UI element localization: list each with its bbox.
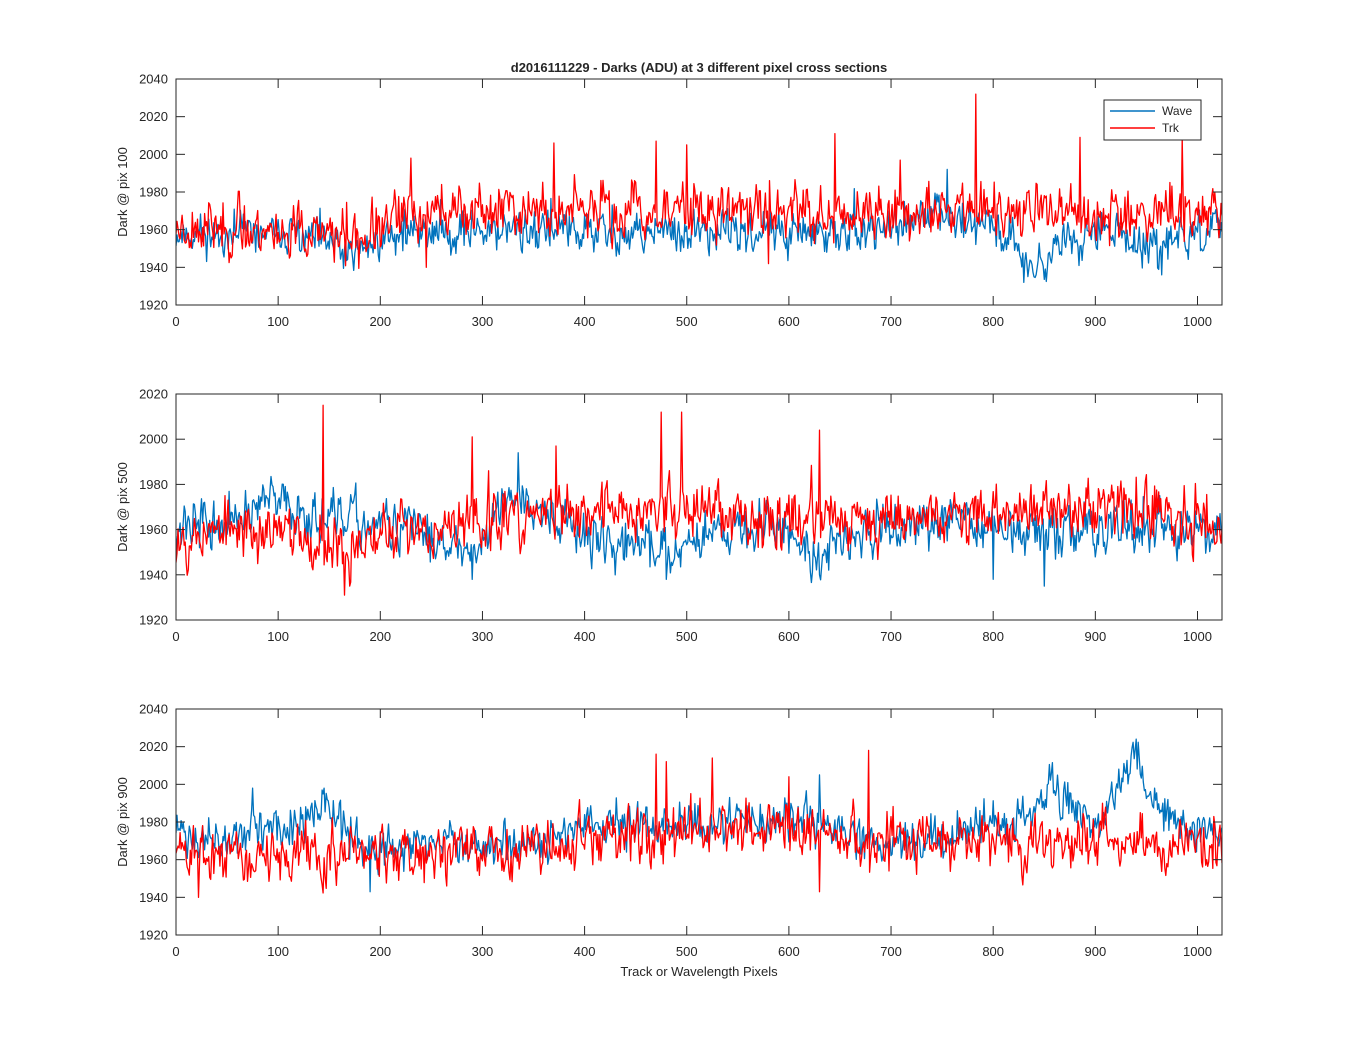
y-tick-label: 2020 (139, 109, 168, 124)
x-tick-label: 900 (1084, 314, 1106, 329)
x-tick-label: 200 (369, 944, 391, 959)
legend-trk-label: Trk (1162, 121, 1180, 135)
x-tick-label: 200 (369, 314, 391, 329)
x-tick-label: 700 (880, 629, 902, 644)
x-tick-label: 600 (778, 629, 800, 644)
y-tick-label: 1980 (139, 815, 168, 830)
x-tick-label: 800 (982, 944, 1004, 959)
x-tick-label: 900 (1084, 944, 1106, 959)
series-group (176, 404, 1222, 596)
figure-title: d2016111229 - Darks (ADU) at 3 different… (511, 60, 887, 75)
y-tick-label: 2040 (139, 702, 168, 717)
series-line-wave (176, 452, 1222, 587)
y-tick-label: 2000 (139, 777, 168, 792)
y-axis-label: Dark @ pix 100 (115, 147, 130, 237)
x-tick-label: 1000 (1183, 944, 1212, 959)
axes-box (175, 393, 1223, 621)
x-tick-label: 300 (472, 944, 494, 959)
series-group (176, 738, 1222, 898)
series-line-trk (176, 404, 1222, 596)
x-tick-label: 400 (574, 944, 596, 959)
y-tick-label: 1960 (139, 522, 168, 537)
x-tick-label: 500 (676, 629, 698, 644)
y-tick-label: 2040 (139, 72, 168, 87)
y-tick-label: 1940 (139, 260, 168, 275)
x-tick-label: 900 (1084, 629, 1106, 644)
legend-wave-label: Wave (1162, 104, 1193, 118)
series-group (176, 93, 1222, 284)
panels: 0 100 200 300 400 500 600 700 800 900 100019201940… (115, 72, 1223, 959)
y-tick-label: 2020 (139, 739, 168, 754)
y-tick-label: 2000 (139, 147, 168, 162)
x-tick-label: 400 (574, 314, 596, 329)
x-tick-label: 700 (880, 944, 902, 959)
x-tick-label: 200 (369, 629, 391, 644)
x-tick-label: 500 (676, 314, 698, 329)
x-tick-label: 500 (676, 944, 698, 959)
y-tick-label: 1980 (139, 477, 168, 492)
y-tick-label: 1920 (139, 613, 168, 628)
x-tick-label: 700 (880, 314, 902, 329)
y-axis-label: Dark @ pix 500 (115, 462, 130, 552)
panel-1: 0 100 200 300 400 500 600 700 800 900 1000 1920 1940… (115, 72, 1223, 329)
x-tick-label: 300 (472, 314, 494, 329)
x-tick-label: 300 (472, 629, 494, 644)
panel-2: 0 100 200 300 400 500 600 700 800 900 1000 1920 1940… (115, 387, 1223, 644)
y-tick-label: 2000 (139, 432, 168, 447)
x-tick-label: 100 (267, 944, 289, 959)
x-tick-label: 100 (267, 314, 289, 329)
series-line-trk (176, 93, 1222, 269)
x-tick-label: 1000 (1183, 629, 1212, 644)
y-axis-label: Dark @ pix 900 (115, 777, 130, 867)
x-tick-label: 1000 (1183, 314, 1212, 329)
y-tick-label: 1940 (139, 890, 168, 905)
x-axis-label: Track or Wavelength Pixels (620, 964, 778, 979)
x-tick-label: 0 (172, 314, 179, 329)
y-tick-label: 1980 (139, 185, 168, 200)
y-tick-label: 2020 (139, 387, 168, 402)
x-tick-label: 800 (982, 629, 1004, 644)
x-tick-label: 600 (778, 314, 800, 329)
y-tick-label: 1920 (139, 928, 168, 943)
x-tick-label: 100 (267, 629, 289, 644)
y-tick-label: 1960 (139, 852, 168, 867)
x-tick-label: 800 (982, 314, 1004, 329)
legend-box (1103, 99, 1202, 141)
plot-area (176, 79, 1222, 305)
x-tick-label: 0 (172, 629, 179, 644)
y-tick-label: 1940 (139, 567, 168, 582)
y-tick-label: 1920 (139, 298, 168, 313)
y-tick-label: 1960 (139, 222, 168, 237)
x-tick-label: 600 (778, 944, 800, 959)
x-tick-label: 0 (172, 944, 179, 959)
legend: Wave Trk (1103, 99, 1202, 141)
series-line-trk (176, 749, 1222, 898)
panel-3: 0 100 200 300 400 500 600 700 800 900 1000 1920 1940… (115, 702, 1223, 959)
x-tick-label: 400 (574, 629, 596, 644)
